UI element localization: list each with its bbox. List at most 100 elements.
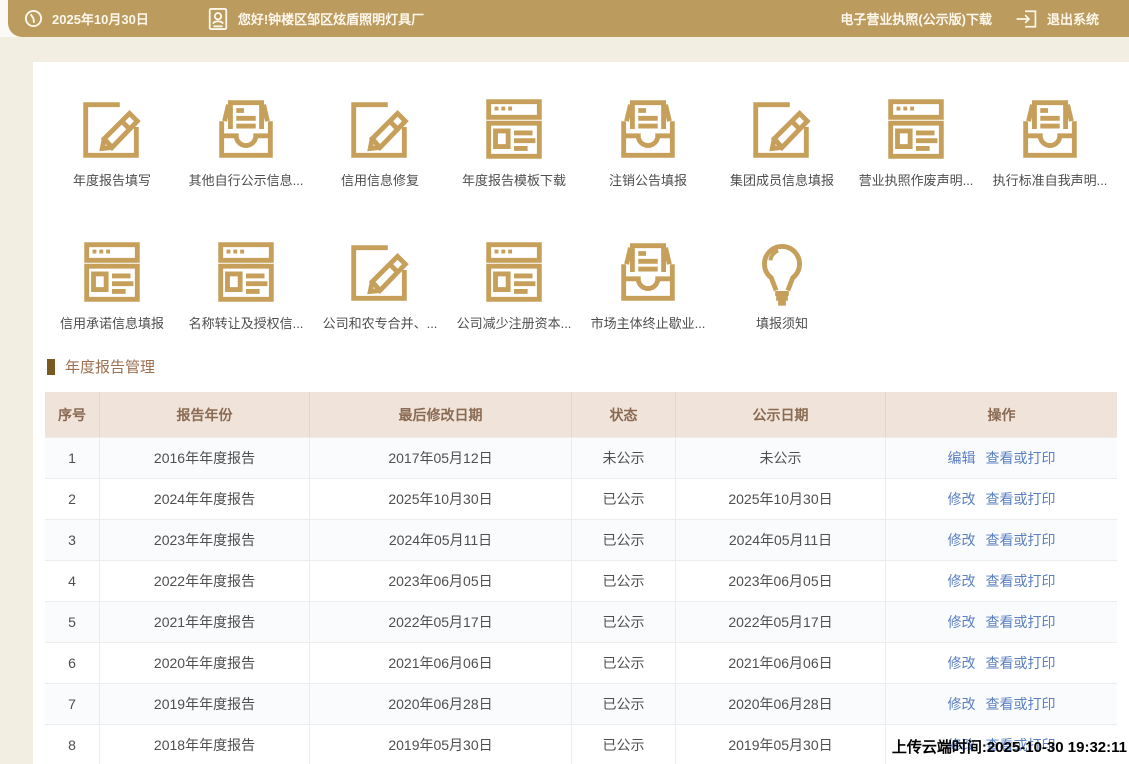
cell-actions: 修改 查看或打印 bbox=[886, 725, 1117, 764]
shortcut-label: 信用承诺信息填报 bbox=[59, 316, 164, 331]
shortcut-label: 公司和农专合并、... bbox=[322, 316, 438, 331]
license-download-link[interactable]: 电子营业执照(公示版)下载 bbox=[840, 12, 992, 27]
page-title: 年度报告管理 bbox=[65, 359, 156, 376]
table-row: 2 2024年年度报告 2025年10月30日 已公示 2025年10月30日 修改 查看或… bbox=[45, 478, 1117, 519]
table-row: 3 2023年年度报告 2024年05月11日 已公示 2024年05月11日 修改 查看或… bbox=[45, 519, 1117, 560]
cell-publish_date: 2023年06月05日 bbox=[676, 561, 886, 601]
shortcut-item[interactable]: 其他自行公示信息... bbox=[179, 92, 313, 189]
shortcut-item[interactable]: 营业执照作废声明... bbox=[849, 92, 983, 189]
column-header: 操作 bbox=[987, 406, 1016, 423]
column-header: 公示日期 bbox=[676, 392, 886, 437]
cell-no: 1 bbox=[45, 438, 100, 478]
cell-year: 2022年年度报告 bbox=[100, 561, 310, 601]
user-id-card-icon bbox=[207, 7, 229, 31]
report-table: 序号 报告年份 最后修改日期 状态 公示日期 操作 1 2016年年度报告 2017… bbox=[45, 392, 1117, 764]
action-link[interactable]: 查看或打印 bbox=[985, 737, 1056, 753]
browser-template-icon bbox=[75, 235, 149, 309]
cell-status: 未公示 bbox=[572, 438, 676, 478]
action-link[interactable]: 修改 bbox=[947, 696, 976, 712]
shortcut-item[interactable]: 名称转让及授权信... bbox=[179, 235, 313, 332]
action-link[interactable]: 修改 bbox=[947, 737, 976, 753]
cell-no: 2 bbox=[45, 479, 100, 519]
cell-status: 已公示 bbox=[572, 684, 676, 724]
action-link[interactable]: 修改 bbox=[947, 655, 976, 671]
cell-status: 已公示 bbox=[572, 602, 676, 642]
cell-no: 6 bbox=[45, 643, 100, 683]
cell-actions: 修改 查看或打印 bbox=[886, 561, 1117, 601]
action-link[interactable]: 查看或打印 bbox=[985, 614, 1056, 630]
current-date: 2025年10月30日 bbox=[52, 12, 149, 27]
cell-no: 8 bbox=[45, 725, 100, 764]
cell-actions: 编辑 查看或打印 bbox=[886, 438, 1117, 478]
shortcut-item[interactable]: 年度报告模板下载 bbox=[447, 92, 581, 189]
shortcut-item[interactable]: 信用信息修复 bbox=[313, 92, 447, 189]
browser-template-icon bbox=[477, 92, 551, 166]
shortcut-label: 信用信息修复 bbox=[340, 173, 419, 188]
browser-template-icon bbox=[209, 235, 283, 309]
shortcut-item[interactable]: 公司减少注册资本... bbox=[447, 235, 581, 332]
topbar: 2025年10月30日 您好!钟楼区邹区炫盾照明灯具厂 电子营业执照(公示版)下… bbox=[8, 0, 1129, 37]
cell-status: 已公示 bbox=[572, 725, 676, 764]
cell-status: 已公示 bbox=[572, 643, 676, 683]
cell-year: 2019年年度报告 bbox=[100, 684, 310, 724]
cell-year: 2023年年度报告 bbox=[100, 520, 310, 560]
cell-actions: 修改 查看或打印 bbox=[886, 520, 1117, 560]
action-link[interactable]: 修改 bbox=[947, 573, 976, 589]
cell-year: 2024年年度报告 bbox=[100, 479, 310, 519]
cell-publish_date: 未公示 bbox=[676, 438, 886, 478]
cell-actions: 修改 查看或打印 bbox=[886, 684, 1117, 724]
inbox-document-icon bbox=[611, 235, 685, 309]
user-group: 您好!钟楼区邹区炫盾照明灯具厂 bbox=[207, 7, 424, 31]
shortcut-label: 年度报告模板下载 bbox=[461, 173, 566, 188]
cell-actions: 修改 查看或打印 bbox=[886, 602, 1117, 642]
logout-arrow-icon[interactable] bbox=[1014, 7, 1038, 31]
shortcut-item[interactable]: 公司和农专合并、... bbox=[313, 235, 447, 332]
date-group: 2025年10月30日 bbox=[24, 9, 149, 28]
action-link[interactable]: 查看或打印 bbox=[985, 696, 1056, 712]
shortcut-item[interactable]: 注销公告填报 bbox=[581, 92, 715, 189]
browser-template-icon bbox=[477, 235, 551, 309]
cell-publish_date: 2024年05月11日 bbox=[676, 520, 886, 560]
edit-pencil-icon bbox=[745, 92, 819, 166]
upload-time-overlay: 上传云端时间:2025-10-30 19:32:11 bbox=[891, 739, 1127, 756]
shortcut-label: 公司减少注册资本... bbox=[456, 316, 572, 331]
action-link[interactable]: 查看或打印 bbox=[985, 573, 1056, 589]
shortcut-item[interactable]: 集团成员信息填报 bbox=[715, 92, 849, 189]
action-link[interactable]: 查看或打印 bbox=[985, 655, 1056, 671]
browser-template-icon bbox=[879, 92, 953, 166]
shortcut-label: 执行标准自我声明... bbox=[992, 173, 1108, 188]
column-header: 序号 bbox=[45, 392, 100, 437]
cell-publish_date: 2019年05月30日 bbox=[676, 725, 886, 764]
table-row: 8 2018年年度报告 2019年05月30日 已公示 2019年05月30日 修改 查看或… bbox=[45, 724, 1117, 764]
inbox-document-icon bbox=[1013, 92, 1087, 166]
shortcut-item[interactable]: 年度报告填写 bbox=[45, 92, 179, 189]
action-link[interactable]: 修改 bbox=[947, 614, 976, 630]
action-link[interactable]: 查看或打印 bbox=[985, 532, 1056, 548]
shortcut-item[interactable]: 填报须知 bbox=[715, 235, 849, 332]
cell-status: 已公示 bbox=[572, 520, 676, 560]
cell-modified: 2020年06月28日 bbox=[310, 684, 572, 724]
shortcut-item[interactable]: 市场主体终止歇业... bbox=[581, 235, 715, 332]
shortcut-row-1: 年度报告填写 其他自行公示信息... 信用信息修复 年度报告模板下载 bbox=[45, 92, 1117, 189]
cell-modified: 2022年05月17日 bbox=[310, 602, 572, 642]
section-marker bbox=[47, 358, 55, 375]
action-link[interactable]: 查看或打印 bbox=[985, 491, 1056, 507]
report-table-header: 序号 报告年份 最后修改日期 状态 公示日期 操作 bbox=[45, 392, 1117, 437]
cell-publish_date: 2021年06月06日 bbox=[676, 643, 886, 683]
action-link[interactable]: 查看或打印 bbox=[985, 450, 1056, 466]
shortcut-label: 名称转让及授权信... bbox=[188, 316, 304, 331]
action-link[interactable]: 编辑 bbox=[947, 450, 976, 466]
column-header: 状态 bbox=[572, 392, 676, 437]
cell-modified: 2025年10月30日 bbox=[310, 479, 572, 519]
cell-year: 2018年年度报告 bbox=[100, 725, 310, 764]
logout-button[interactable]: 退出系统 bbox=[1046, 12, 1099, 27]
action-link[interactable]: 修改 bbox=[947, 532, 976, 548]
shortcut-item[interactable]: 信用承诺信息填报 bbox=[45, 235, 179, 332]
shortcut-item[interactable]: 执行标准自我声明... bbox=[983, 92, 1117, 189]
table-row: 1 2016年年度报告 2017年05月12日 未公示 未公示 编辑 查看或打印 bbox=[45, 437, 1117, 478]
user-greeting: 您好!钟楼区邹区炫盾照明灯具厂 bbox=[237, 12, 425, 27]
cell-year: 2021年年度报告 bbox=[100, 602, 310, 642]
action-link[interactable]: 修改 bbox=[947, 491, 976, 507]
edit-pencil-icon bbox=[75, 92, 149, 166]
